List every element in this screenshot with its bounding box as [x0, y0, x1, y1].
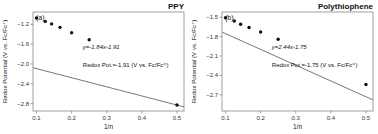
y-tick-label: −1.6: [17, 41, 30, 47]
x-tick-label: 0.2: [67, 115, 76, 121]
panel: 0.1 0.2 0.3 0.4 0.5 −2.8 −2.4 −2.0 −1.6 −1.2 1/n Re…: [1, 2, 185, 130]
point: [70, 31, 73, 34]
panel: 0.1 0.2 0.3 0.4 0.5 −2.7 −2.4 −2.1 −1.8 −1.5 1/n Re…: [190, 2, 374, 130]
y-tick-label: −2.4: [17, 81, 30, 87]
x-tick-label: 0.3: [292, 115, 301, 121]
y-tick: [220, 36, 223, 37]
y-tick-label: −1.2: [17, 21, 30, 27]
title: PPY: [168, 2, 185, 11]
x-tick-label: 0.4: [327, 115, 336, 121]
redox-label: Redox Pot.=-1.75 (V vs. Fc/Fc⁺): [272, 62, 358, 68]
equation: y=2.44x-1.75: [271, 44, 308, 50]
x-tick: [330, 111, 331, 114]
x-tick-label: 0.5: [362, 115, 371, 121]
point: [276, 37, 279, 40]
y-tick-label: −1.8: [206, 34, 219, 40]
point: [58, 26, 61, 29]
y-tick: [220, 75, 223, 76]
point: [247, 26, 250, 29]
x-tick: [176, 111, 177, 114]
x-tick: [295, 111, 296, 114]
panel-label: (a): [36, 14, 45, 22]
x-tick-label: 0.4: [138, 115, 147, 121]
y-tick-label: −2.7: [206, 92, 219, 98]
x-tick: [141, 111, 142, 114]
regression-line: [33, 68, 184, 107]
x-tick: [36, 111, 37, 114]
y-tick: [31, 24, 34, 25]
x-tick-label: 0.1: [32, 115, 41, 121]
x-tick: [106, 111, 107, 114]
panel-label: (b): [225, 14, 234, 22]
y-tick: [220, 94, 223, 95]
y-tick-label: −2.0: [17, 61, 30, 67]
y-tick: [220, 56, 223, 57]
data-layer: [222, 16, 373, 100]
point: [239, 23, 242, 26]
redox-label: Redox Pot.=-1.91 (V vs. Fc/Fc⁺): [83, 62, 169, 68]
y-tick-label: −2.1: [206, 53, 219, 59]
x-tick-label: 0.2: [256, 115, 265, 121]
point: [259, 30, 262, 33]
y-tick: [31, 63, 34, 64]
x-tick-label: 0.1: [221, 115, 230, 121]
title: Polythiophene: [318, 2, 374, 11]
equation: y=-1.84x-1.91: [82, 44, 120, 50]
y-tick-label: −2.4: [206, 72, 219, 78]
y-tick-label: −2.8: [17, 101, 30, 107]
x-tick-label: 0.3: [103, 115, 112, 121]
plot-frame: [222, 12, 373, 111]
x-tick: [260, 111, 261, 114]
x-tick: [365, 111, 366, 114]
figure: 0.1 0.2 0.3 0.4 0.5 −2.8 −2.4 −2.0 −1.6 −1.2 1/n Re…: [0, 0, 378, 134]
y-tick: [31, 103, 34, 104]
y-axis-label: Redox Potential (V vs. Fc/Fc⁺): [190, 20, 197, 104]
point: [87, 38, 90, 41]
y-tick: [220, 17, 223, 18]
x-tick: [71, 111, 72, 114]
y-tick: [31, 83, 34, 84]
x-axis-label: 1/n: [104, 123, 113, 130]
point: [175, 103, 178, 106]
x-axis-label: 1/n: [293, 123, 302, 130]
y-axis-label: Redox Potential (V vs. Fc/Fc⁺): [1, 20, 8, 104]
plot-frame: [33, 12, 184, 111]
regression-line: [222, 32, 373, 100]
point: [364, 83, 367, 86]
x-tick-label: 0.5: [173, 115, 182, 121]
data-layer: [33, 16, 184, 107]
y-tick-label: −1.5: [206, 14, 219, 20]
y-tick: [31, 44, 34, 45]
x-tick: [225, 111, 226, 114]
point: [50, 22, 53, 25]
